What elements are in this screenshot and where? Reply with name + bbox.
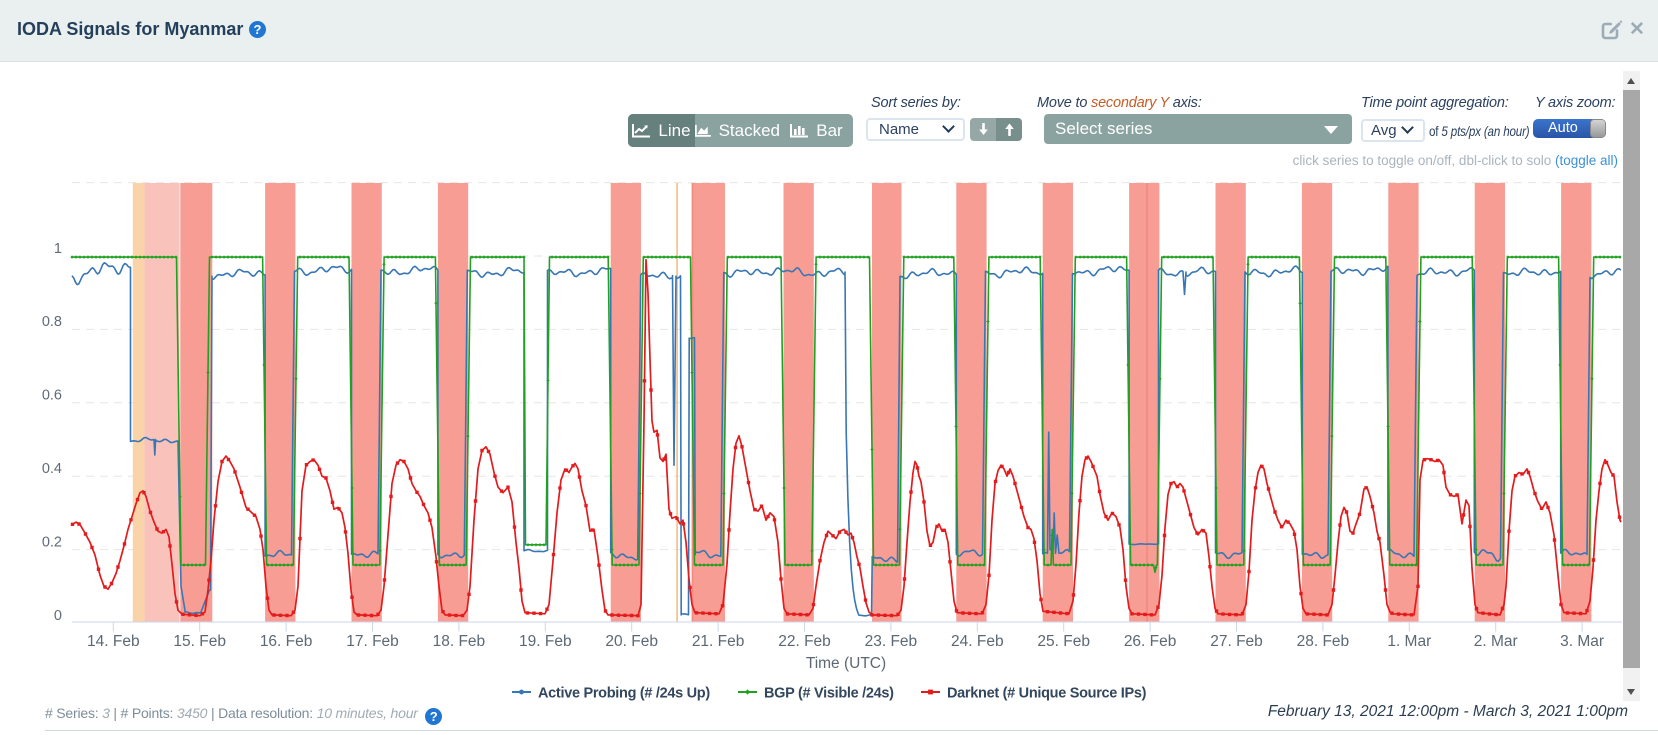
svg-text:28. Feb: 28. Feb — [1297, 633, 1350, 650]
svg-text:0.8: 0.8 — [42, 314, 62, 330]
svg-text:15. Feb: 15. Feb — [173, 633, 226, 650]
svg-text:14. Feb: 14. Feb — [87, 633, 140, 650]
svg-text:19. Feb: 19. Feb — [519, 633, 572, 650]
svg-text:0: 0 — [54, 608, 62, 624]
svg-text:17. Feb: 17. Feb — [346, 633, 399, 650]
svg-text:0.4: 0.4 — [42, 461, 62, 477]
svg-text:BGP (# Visible /24s): BGP (# Visible /24s) — [764, 686, 894, 702]
svg-text:27. Feb: 27. Feb — [1210, 633, 1263, 650]
svg-text:3. Mar: 3. Mar — [1560, 633, 1604, 650]
svg-text:26. Feb: 26. Feb — [1124, 633, 1177, 650]
svg-text:25. Feb: 25. Feb — [1037, 633, 1090, 650]
svg-text:1: 1 — [54, 241, 62, 257]
svg-text:18. Feb: 18. Feb — [433, 633, 486, 650]
svg-text:Time (UTC): Time (UTC) — [806, 655, 886, 672]
svg-text:2. Mar: 2. Mar — [1474, 633, 1518, 650]
svg-text:24. Feb: 24. Feb — [951, 633, 1004, 650]
svg-text:16. Feb: 16. Feb — [260, 633, 313, 650]
svg-text:Darknet (# Unique Source IPs): Darknet (# Unique Source IPs) — [947, 686, 1147, 702]
svg-text:21. Feb: 21. Feb — [692, 633, 745, 650]
svg-text:23. Feb: 23. Feb — [865, 633, 918, 650]
svg-text:Active Probing (# /24s Up): Active Probing (# /24s Up) — [538, 686, 710, 702]
svg-text:0.2: 0.2 — [42, 534, 62, 550]
svg-text:22. Feb: 22. Feb — [778, 633, 831, 650]
svg-text:1. Mar: 1. Mar — [1387, 633, 1431, 650]
svg-text:0.6: 0.6 — [42, 388, 62, 404]
svg-text:20. Feb: 20. Feb — [605, 633, 658, 650]
